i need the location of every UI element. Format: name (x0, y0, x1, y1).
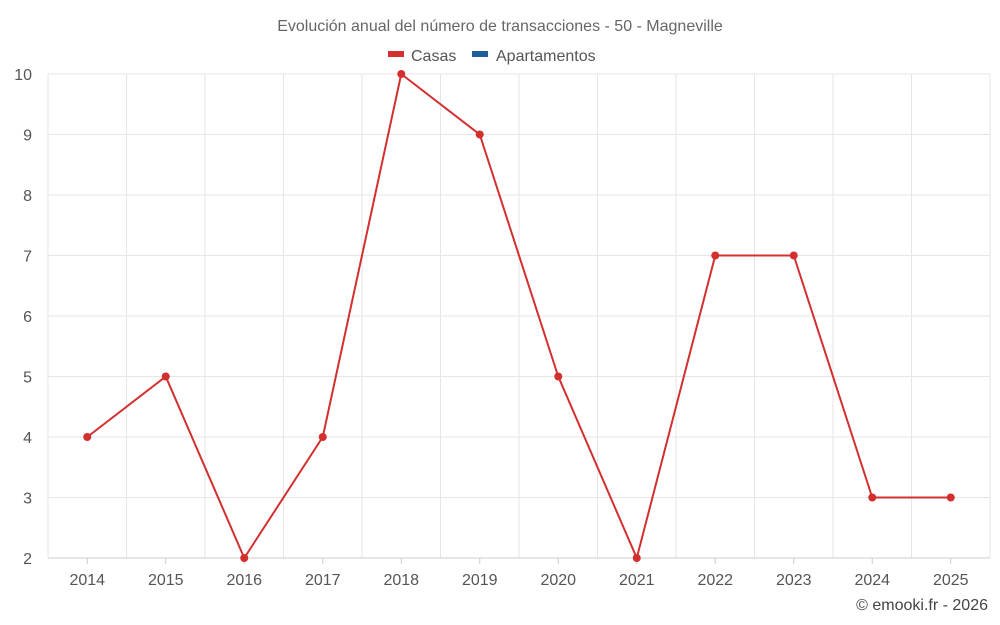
x-tick-label: 2025 (933, 572, 969, 589)
data-point-casas-2024[interactable] (868, 493, 877, 502)
x-tick-label: 2015 (148, 572, 184, 589)
x-tick-label: 2021 (619, 572, 655, 589)
data-point-casas-2021[interactable] (632, 554, 641, 562)
x-tick-label: 2023 (776, 572, 812, 589)
y-tick-label: 7 (23, 249, 32, 266)
legend-item-casas[interactable]: Casas (388, 48, 456, 65)
x-tick-label: 2014 (69, 572, 105, 589)
series-line-casas (86, 73, 951, 559)
x-tick-label: 2024 (854, 572, 890, 589)
y-tick-label: 3 (23, 491, 32, 508)
data-point-casas-2015[interactable] (161, 372, 170, 381)
x-tick-label: 2022 (697, 572, 733, 589)
x-tick-label: 2018 (383, 572, 419, 589)
y-tick-label: 4 (23, 430, 32, 447)
data-point-casas-2025[interactable] (946, 493, 955, 502)
x-tick-label: 2016 (226, 572, 262, 589)
legend: Casas Apartamentos (388, 48, 596, 65)
axes: 2 3 4 5 6 7 8 9 10 2014 2015 2016 2017 2018 2019 2020 20… (14, 67, 990, 589)
x-tick-label: 2019 (462, 572, 498, 589)
data-point-casas-2017[interactable] (318, 433, 327, 441)
y-tick-label: 10 (14, 67, 32, 84)
legend-swatch-apartamentos (472, 51, 488, 57)
credit-text: © emooki.fr - 2026 (856, 597, 988, 614)
legend-label-casas: Casas (411, 48, 456, 65)
data-point-casas-2022[interactable] (711, 251, 720, 260)
data-point-casas-2019[interactable] (475, 130, 484, 139)
legend-label-apartamentos: Apartamentos (496, 48, 596, 65)
grid (47, 73, 991, 558)
x-tick-label: 2017 (305, 572, 341, 589)
x-tick-label: 2020 (540, 572, 576, 589)
y-tick-label: 5 (23, 370, 32, 387)
series-casas (83, 70, 955, 562)
y-tick-label: 8 (23, 188, 32, 205)
chart-title: Evolución anual del número de transaccio… (277, 18, 723, 35)
data-point-casas-2018[interactable] (397, 70, 406, 78)
y-tick-label: 2 (23, 551, 32, 568)
legend-item-apartamentos[interactable]: Apartamentos (472, 48, 596, 65)
legend-swatch-casas (388, 51, 404, 57)
data-point-casas-2023[interactable] (789, 251, 798, 260)
data-point-casas-2016[interactable] (240, 554, 249, 562)
y-tick-label: 9 (23, 128, 32, 145)
data-point-casas-2020[interactable] (554, 372, 563, 381)
y-tick-label: 6 (23, 309, 32, 326)
data-point-casas-2014[interactable] (83, 433, 92, 441)
